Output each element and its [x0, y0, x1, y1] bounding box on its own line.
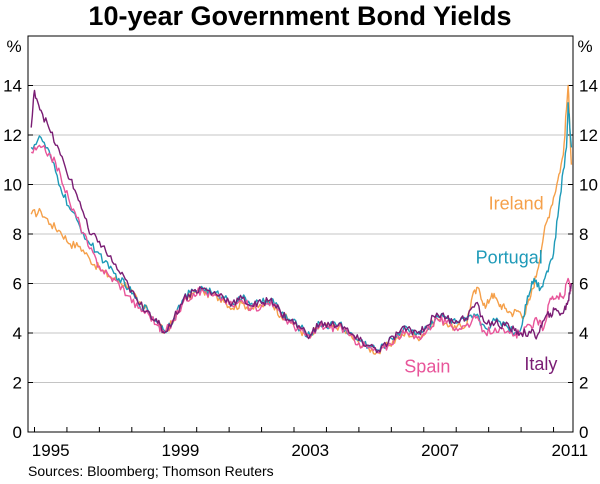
- series-line-ireland: [30, 84, 573, 355]
- x-tick-label: 1999: [162, 441, 200, 460]
- series-line-portugal: [30, 102, 573, 351]
- x-tick-label: 1995: [32, 441, 70, 460]
- x-tick-label: 2003: [291, 441, 329, 460]
- y-unit-right: %: [577, 37, 592, 56]
- series-label-portugal: Portugal: [476, 248, 543, 268]
- series-line-italy: [30, 89, 573, 354]
- y-tick-label-left: 10: [3, 176, 22, 195]
- y-tick-label-right: 14: [579, 77, 598, 96]
- y-tick-label-left: 14: [3, 77, 22, 96]
- y-tick-label-left: 12: [3, 126, 22, 145]
- y-tick-label-left: 8: [13, 225, 22, 244]
- y-tick-label-right: 10: [579, 176, 598, 195]
- series-label-italy: Italy: [524, 354, 557, 374]
- x-tick-label: 2007: [421, 441, 459, 460]
- source-note: Sources: Bloomberg; Thomson Reuters: [28, 463, 274, 479]
- y-tick-label-right: 12: [579, 126, 598, 145]
- series-label-ireland: Ireland: [489, 193, 544, 213]
- series-line-spain: [30, 144, 572, 354]
- gridlines: [28, 85, 573, 383]
- y-tick-label-right: 6: [579, 275, 588, 294]
- series-lines: [30, 84, 573, 355]
- y-tick-label-left: 6: [13, 275, 22, 294]
- axes: 0 0 2 2 4 4 6 6 8 8 10 10 12 12 14 14 1995 1999 2003 2007 20…: [3, 77, 598, 461]
- y-tick-label-left: 0: [13, 423, 22, 442]
- series-label-spain: Spain: [404, 357, 450, 377]
- y-unit-left: %: [6, 37, 21, 56]
- y-tick-label-left: 4: [13, 324, 22, 343]
- series-labels: Ireland Portugal Spain Italy: [404, 193, 557, 376]
- chart-title: 10-year Government Bond Yields: [88, 1, 511, 31]
- y-tick-label-right: 8: [579, 225, 588, 244]
- y-tick-label-right: 2: [579, 374, 588, 393]
- y-tick-label-right: 0: [579, 423, 588, 442]
- y-tick-label-left: 2: [13, 374, 22, 393]
- x-tick-label: 2011: [551, 441, 588, 460]
- y-tick-label-right: 4: [579, 324, 588, 343]
